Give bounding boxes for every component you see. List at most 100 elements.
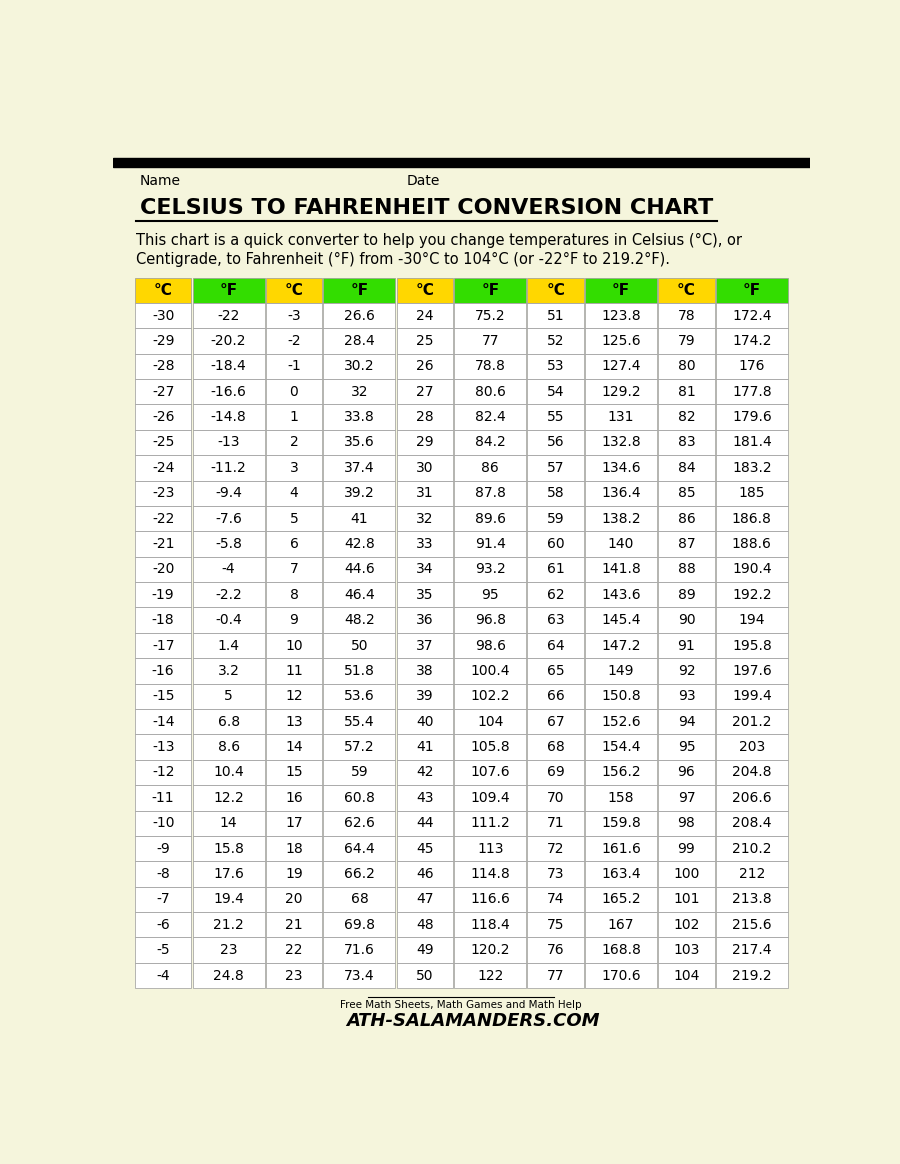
Text: 54: 54 xyxy=(547,385,564,399)
Text: 92: 92 xyxy=(678,663,696,677)
Text: 176: 176 xyxy=(739,360,765,374)
Bar xyxy=(193,531,265,556)
Bar xyxy=(454,556,526,582)
Text: 192.2: 192.2 xyxy=(732,588,771,602)
Text: 37.4: 37.4 xyxy=(344,461,374,475)
Text: 43: 43 xyxy=(416,790,434,804)
Text: 50: 50 xyxy=(351,639,368,653)
Text: 65: 65 xyxy=(547,663,564,677)
Bar xyxy=(397,633,453,659)
Text: 6.8: 6.8 xyxy=(218,715,239,729)
Text: 206.6: 206.6 xyxy=(732,790,771,804)
Bar xyxy=(323,659,395,683)
Text: 132.8: 132.8 xyxy=(601,435,641,449)
Text: -26: -26 xyxy=(152,410,175,424)
Text: -22: -22 xyxy=(218,308,239,322)
Text: °F: °F xyxy=(742,283,760,298)
Bar xyxy=(454,379,526,404)
Text: 170.6: 170.6 xyxy=(601,968,641,982)
Text: 64.4: 64.4 xyxy=(344,842,374,856)
Bar xyxy=(658,709,715,734)
Bar xyxy=(323,582,395,608)
Bar xyxy=(323,836,395,861)
Bar xyxy=(527,734,584,760)
Bar xyxy=(135,734,192,760)
Text: 60: 60 xyxy=(547,537,564,551)
Bar xyxy=(658,481,715,506)
Bar xyxy=(397,455,453,481)
Text: -20: -20 xyxy=(152,562,175,576)
Bar xyxy=(716,861,788,887)
Bar xyxy=(658,379,715,404)
Text: 195.8: 195.8 xyxy=(732,639,771,653)
Bar xyxy=(716,379,788,404)
Bar xyxy=(527,430,584,455)
Bar xyxy=(266,506,322,531)
Bar xyxy=(193,303,265,328)
Text: 44.6: 44.6 xyxy=(344,562,374,576)
Bar xyxy=(658,277,715,303)
Bar xyxy=(658,556,715,582)
Text: 95: 95 xyxy=(482,588,499,602)
Bar xyxy=(193,404,265,430)
Bar xyxy=(193,481,265,506)
Bar xyxy=(585,506,657,531)
Text: 93.2: 93.2 xyxy=(475,562,506,576)
Bar xyxy=(454,861,526,887)
Bar xyxy=(585,455,657,481)
Bar xyxy=(454,328,526,354)
Bar xyxy=(585,937,657,963)
Bar xyxy=(135,328,192,354)
Bar xyxy=(585,277,657,303)
Bar xyxy=(585,556,657,582)
Text: 96: 96 xyxy=(678,766,696,780)
Text: 16: 16 xyxy=(285,790,303,804)
Bar xyxy=(135,506,192,531)
Text: 82.4: 82.4 xyxy=(475,410,506,424)
Bar xyxy=(323,786,395,810)
Bar xyxy=(454,659,526,683)
Bar xyxy=(323,633,395,659)
Text: -13: -13 xyxy=(217,435,239,449)
Bar xyxy=(527,760,584,786)
Bar xyxy=(527,887,584,913)
Text: 21: 21 xyxy=(285,917,302,931)
Text: 42.8: 42.8 xyxy=(344,537,374,551)
Text: 102: 102 xyxy=(673,917,699,931)
Text: 71: 71 xyxy=(547,816,564,830)
Bar xyxy=(716,709,788,734)
Text: 89.6: 89.6 xyxy=(474,512,506,526)
Text: 26.6: 26.6 xyxy=(344,308,374,322)
Text: 131: 131 xyxy=(608,410,634,424)
Text: 185: 185 xyxy=(739,487,765,501)
Text: 111.2: 111.2 xyxy=(471,816,510,830)
Bar xyxy=(716,328,788,354)
Bar xyxy=(585,354,657,379)
Text: °F: °F xyxy=(220,283,238,298)
Bar xyxy=(716,303,788,328)
Text: 201.2: 201.2 xyxy=(732,715,771,729)
Text: 31: 31 xyxy=(416,487,434,501)
Text: 100: 100 xyxy=(673,867,699,881)
Text: 75.2: 75.2 xyxy=(475,308,506,322)
Bar xyxy=(658,303,715,328)
Text: 91.4: 91.4 xyxy=(475,537,506,551)
Bar xyxy=(397,582,453,608)
Text: 73: 73 xyxy=(547,867,564,881)
Bar xyxy=(266,303,322,328)
Text: 141.8: 141.8 xyxy=(601,562,641,576)
Bar xyxy=(454,836,526,861)
Bar xyxy=(135,277,192,303)
Text: 33: 33 xyxy=(416,537,434,551)
Text: 154.4: 154.4 xyxy=(601,740,641,754)
Text: 183.2: 183.2 xyxy=(732,461,771,475)
Bar xyxy=(135,582,192,608)
Bar xyxy=(266,709,322,734)
Bar xyxy=(193,963,265,988)
Text: 203: 203 xyxy=(739,740,765,754)
Bar xyxy=(716,430,788,455)
Text: 129.2: 129.2 xyxy=(601,385,641,399)
Bar xyxy=(135,354,192,379)
Bar xyxy=(454,963,526,988)
Text: -25: -25 xyxy=(152,435,175,449)
